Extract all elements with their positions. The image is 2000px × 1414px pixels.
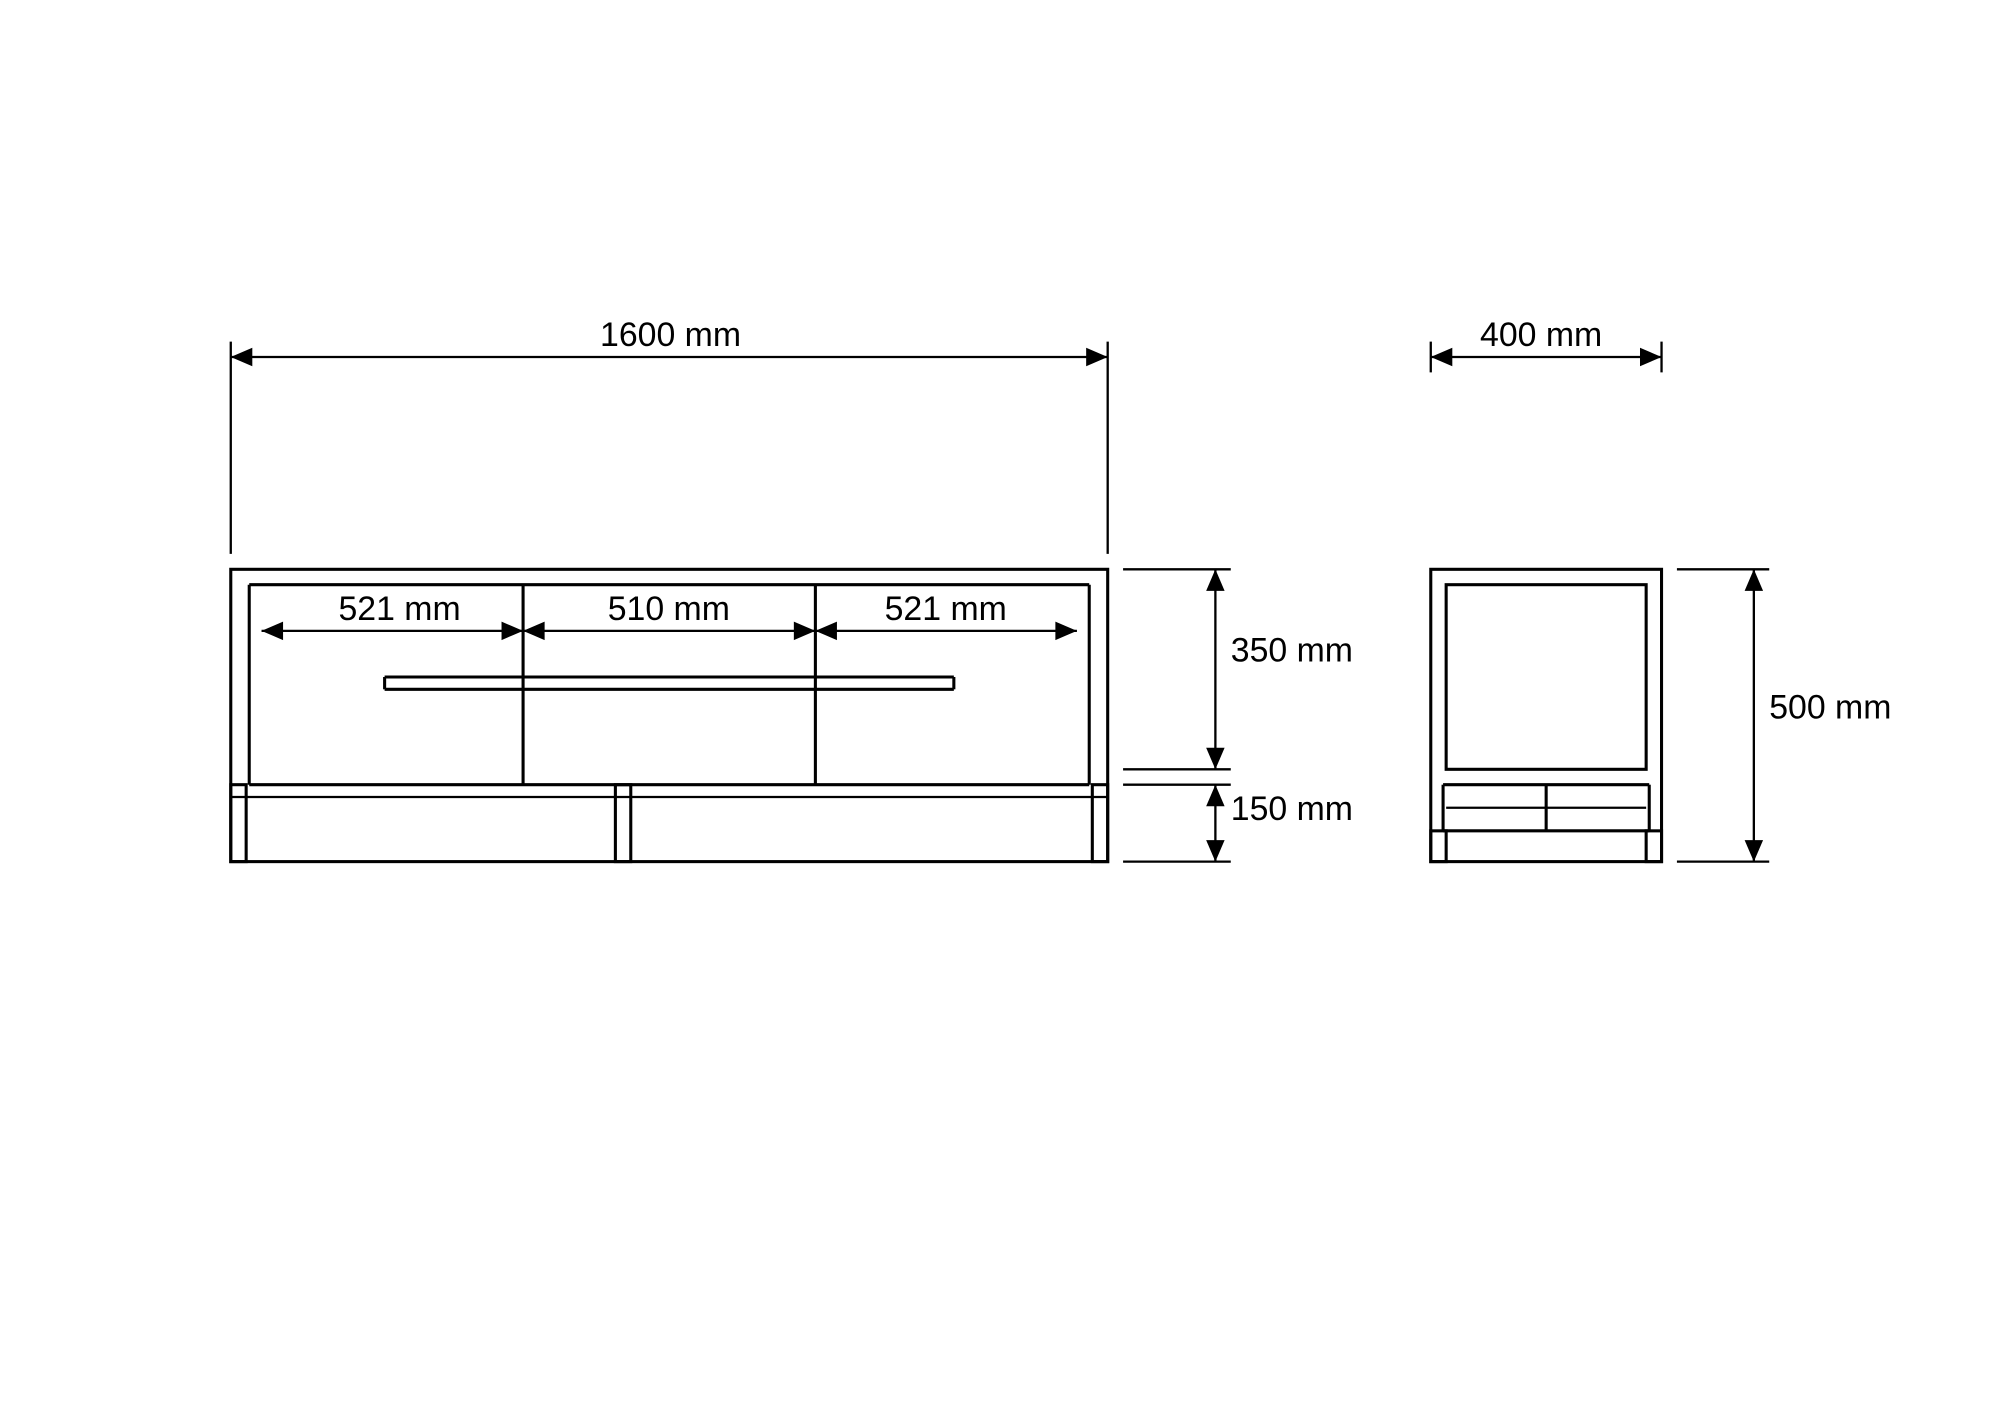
dimension-label: 521 mm xyxy=(885,590,1007,628)
dimension-label: 350 mm xyxy=(1231,632,1353,670)
dimension-drawing: 1600 mm 521 mm 510 mm 521 mm 350 mm 150 mm 400… xyxy=(0,0,2000,1414)
dimension-label: 150 mm xyxy=(1231,790,1353,828)
dimension-label: 400 mm xyxy=(1480,316,1602,354)
dimension-label: 521 mm xyxy=(338,590,460,628)
dimension-label: 1600 mm xyxy=(600,316,741,354)
dimension-label: 510 mm xyxy=(608,590,730,628)
dimension-label: 500 mm xyxy=(1769,689,1891,727)
